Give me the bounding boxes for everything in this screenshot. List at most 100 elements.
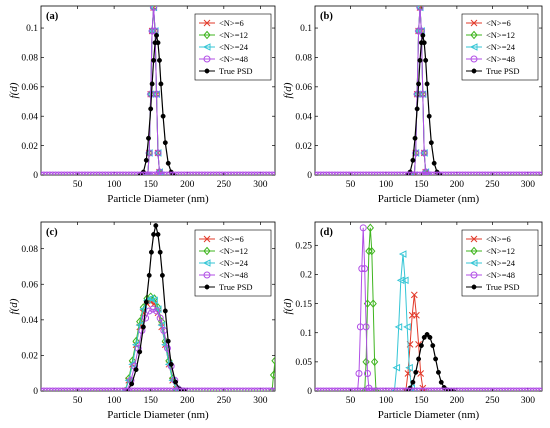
data-point-true bbox=[160, 113, 166, 119]
baseline-point bbox=[402, 387, 410, 391]
baseline-markers bbox=[41, 171, 275, 175]
y-tick-label: 0.06 bbox=[21, 280, 38, 290]
baseline-point bbox=[351, 171, 359, 175]
baseline-point bbox=[96, 387, 103, 391]
baseline-point bbox=[245, 387, 253, 391]
baseline-point bbox=[107, 387, 115, 391]
baseline-point bbox=[251, 387, 259, 391]
y-tick-label: 0 bbox=[307, 171, 312, 181]
data-point-true bbox=[433, 356, 439, 362]
y-tick-label: 0 bbox=[33, 171, 38, 181]
baseline-point bbox=[345, 171, 353, 175]
baseline-point bbox=[529, 387, 537, 391]
data-point-true bbox=[146, 135, 151, 141]
baseline-point bbox=[198, 387, 206, 391]
baseline-point bbox=[317, 171, 325, 175]
data-point-N48 bbox=[145, 149, 153, 157]
data-point-true bbox=[149, 81, 155, 87]
data-point-N48 bbox=[142, 314, 150, 322]
baseline-point bbox=[78, 387, 86, 391]
y-tick-label: 0.1 bbox=[300, 329, 312, 339]
data-point-N48 bbox=[153, 90, 161, 98]
baseline-point bbox=[495, 171, 503, 175]
baseline-point bbox=[405, 387, 413, 391]
baseline-point bbox=[334, 171, 342, 175]
baseline-point bbox=[385, 387, 393, 391]
data-point-N48 bbox=[358, 265, 366, 273]
y-tick-label: 0.08 bbox=[21, 54, 38, 64]
data-point-true bbox=[148, 249, 154, 255]
baseline-point bbox=[145, 171, 153, 175]
baseline-point bbox=[262, 171, 270, 175]
data-point-true bbox=[421, 334, 427, 340]
x-tick-label: 300 bbox=[521, 396, 536, 406]
baseline-point bbox=[339, 171, 347, 175]
baseline-point bbox=[379, 171, 387, 175]
baseline-point bbox=[368, 387, 376, 391]
baseline-point bbox=[328, 171, 336, 175]
baseline-point bbox=[180, 387, 188, 391]
baseline-markers bbox=[315, 387, 542, 391]
baseline-point bbox=[49, 387, 57, 391]
baseline-point bbox=[224, 171, 232, 175]
baseline-point bbox=[198, 171, 206, 175]
y-tick-label: 0.06 bbox=[295, 83, 312, 93]
baseline-point bbox=[210, 171, 218, 175]
baseline-point bbox=[348, 387, 356, 391]
baseline-point bbox=[351, 387, 359, 391]
baseline-point bbox=[507, 387, 515, 391]
data-point-N12 bbox=[370, 357, 379, 367]
data-point-true bbox=[151, 57, 157, 63]
legend-marker-N24 bbox=[202, 259, 211, 267]
baseline-point bbox=[521, 171, 529, 175]
legend-label-N24: <N>=24 bbox=[486, 42, 516, 52]
baseline-point bbox=[154, 171, 162, 175]
baseline-point bbox=[259, 387, 267, 391]
y-tick-label: 0.04 bbox=[21, 112, 38, 122]
baseline-point bbox=[331, 387, 339, 391]
legend-label-N12: <N>=12 bbox=[486, 30, 515, 40]
baseline-point bbox=[436, 171, 444, 175]
data-point-true bbox=[418, 343, 424, 348]
baseline-point bbox=[186, 387, 194, 391]
x-tick-label: 300 bbox=[253, 396, 268, 406]
legend-label-N48: <N>=48 bbox=[219, 270, 248, 280]
y-axis-label: f(d) bbox=[8, 82, 20, 98]
baseline-point bbox=[110, 387, 118, 391]
data-point-true bbox=[417, 57, 423, 63]
baseline-point bbox=[142, 387, 150, 391]
baseline-point bbox=[459, 171, 467, 175]
baseline-point bbox=[396, 171, 404, 175]
baseline-point bbox=[72, 171, 80, 175]
baseline-point bbox=[495, 387, 503, 391]
y-tick-label: 0.02 bbox=[21, 142, 38, 152]
baseline-point bbox=[410, 171, 418, 175]
baseline-point bbox=[518, 171, 526, 175]
baseline-point bbox=[90, 387, 98, 391]
data-point-N48 bbox=[412, 149, 420, 157]
data-point-N12 bbox=[271, 356, 275, 366]
x-tick-label: 50 bbox=[73, 180, 83, 190]
legend-label-N6: <N>=6 bbox=[486, 18, 511, 28]
baseline-point bbox=[373, 387, 381, 391]
baseline-point bbox=[515, 387, 523, 391]
baseline-point bbox=[376, 171, 384, 175]
legend-label-N12: <N>=12 bbox=[486, 246, 515, 256]
data-point-true bbox=[155, 40, 161, 46]
baseline-point bbox=[136, 387, 144, 391]
baseline-point bbox=[169, 387, 177, 391]
x-tick-label: 250 bbox=[217, 396, 232, 406]
data-point-N48 bbox=[361, 265, 369, 273]
data-point-N48 bbox=[150, 6, 158, 11]
baseline-point bbox=[461, 387, 469, 391]
baseline-point bbox=[169, 171, 177, 175]
baseline-point bbox=[172, 387, 180, 391]
baseline-point bbox=[128, 171, 136, 175]
data-point-true bbox=[168, 361, 174, 367]
baseline-point bbox=[447, 171, 455, 175]
baseline-point bbox=[501, 387, 509, 391]
baseline-point bbox=[532, 387, 540, 391]
baseline-point bbox=[524, 387, 532, 391]
baseline-point bbox=[256, 171, 264, 175]
baseline-point bbox=[248, 387, 256, 391]
